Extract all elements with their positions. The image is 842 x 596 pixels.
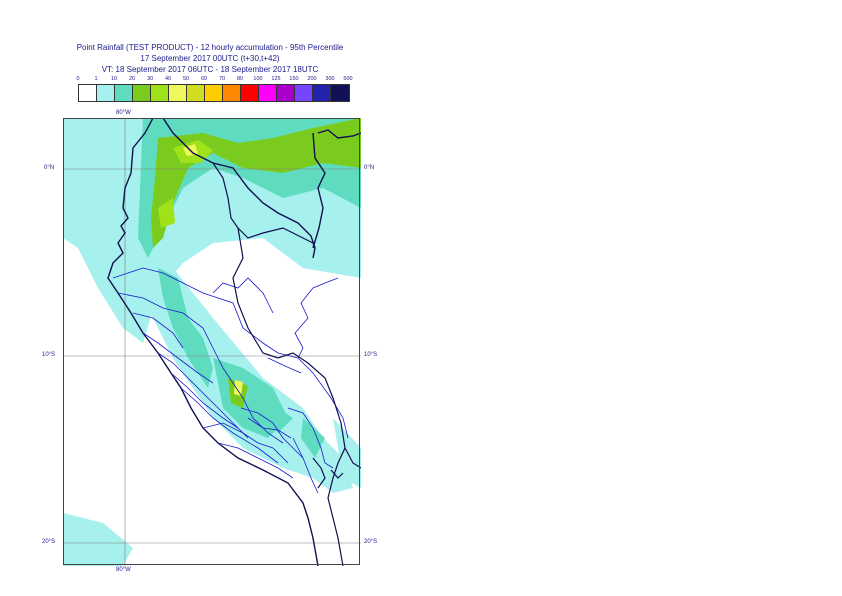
- lat-label-right-10: 10°S: [364, 352, 378, 358]
- chart-title-line3: VT: 18 September 2017 06UTC - 18 Septemb…: [101, 65, 319, 74]
- legend-swatch: [241, 85, 259, 101]
- chart-title-line1: Point Rainfall (TEST PRODUCT) - 12 hourl…: [76, 43, 344, 52]
- lon-label-bottom: 80°W: [116, 567, 131, 573]
- rain-intense-layer: [158, 140, 243, 396]
- legend-swatch: [115, 85, 133, 101]
- national-borders: [212, 162, 361, 566]
- legend-tick: 125: [271, 76, 281, 82]
- legend-swatch: [259, 85, 277, 101]
- chart-title-line2: 17 September 2017 00UTC (t+30,t+42): [140, 54, 280, 63]
- legend-tick: 80: [236, 76, 244, 82]
- legend-swatch: [187, 85, 205, 101]
- lat-label-left-0: 0°N: [44, 165, 55, 171]
- legend-swatch: [313, 85, 331, 101]
- legend-tick: 10: [110, 76, 118, 82]
- lat-label-left-20: 20°S: [42, 539, 56, 545]
- legend-tick: 100: [253, 76, 263, 82]
- legend-tick: 500: [343, 76, 353, 82]
- legend-swatch: [331, 85, 349, 101]
- legend-tick: 70: [218, 76, 226, 82]
- legend-swatch: [223, 85, 241, 101]
- lon-label-top: 80°W: [116, 110, 131, 116]
- legend-tick: 300: [325, 76, 335, 82]
- legend-swatch: [133, 85, 151, 101]
- legend-swatch: [151, 85, 169, 101]
- legend-swatch: [205, 85, 223, 101]
- rainfall-map: [63, 118, 361, 566]
- legend-tick: 30: [146, 76, 154, 82]
- legend-tick: 1: [94, 76, 98, 82]
- legend-tick: 50: [182, 76, 190, 82]
- lat-label-right-20: 20°S: [364, 539, 378, 545]
- legend-tick: 20: [128, 76, 136, 82]
- lat-label-right-0: 0°N: [364, 165, 375, 171]
- legend-swatch: [79, 85, 97, 101]
- color-legend: 0 1 10 20 30 40 50 60 70 80 100 125 150 200 300 500: [76, 76, 353, 106]
- legend-swatch: [169, 85, 187, 101]
- legend-swatch: [277, 85, 295, 101]
- legend-swatch: [97, 85, 115, 101]
- legend-tick: 0: [76, 76, 80, 82]
- lat-label-left-10: 10°S: [42, 352, 56, 358]
- coastline: [107, 118, 361, 566]
- legend-tick: 200: [307, 76, 317, 82]
- legend-tick: 150: [289, 76, 299, 82]
- legend-swatch: [295, 85, 313, 101]
- legend-tick: 40: [164, 76, 172, 82]
- legend-tick: 60: [200, 76, 208, 82]
- legend-tick-labels: 0 1 10 20 30 40 50 60 70 80 100 125 150 200 300 500: [76, 76, 352, 84]
- legend-color-bar: [78, 84, 350, 102]
